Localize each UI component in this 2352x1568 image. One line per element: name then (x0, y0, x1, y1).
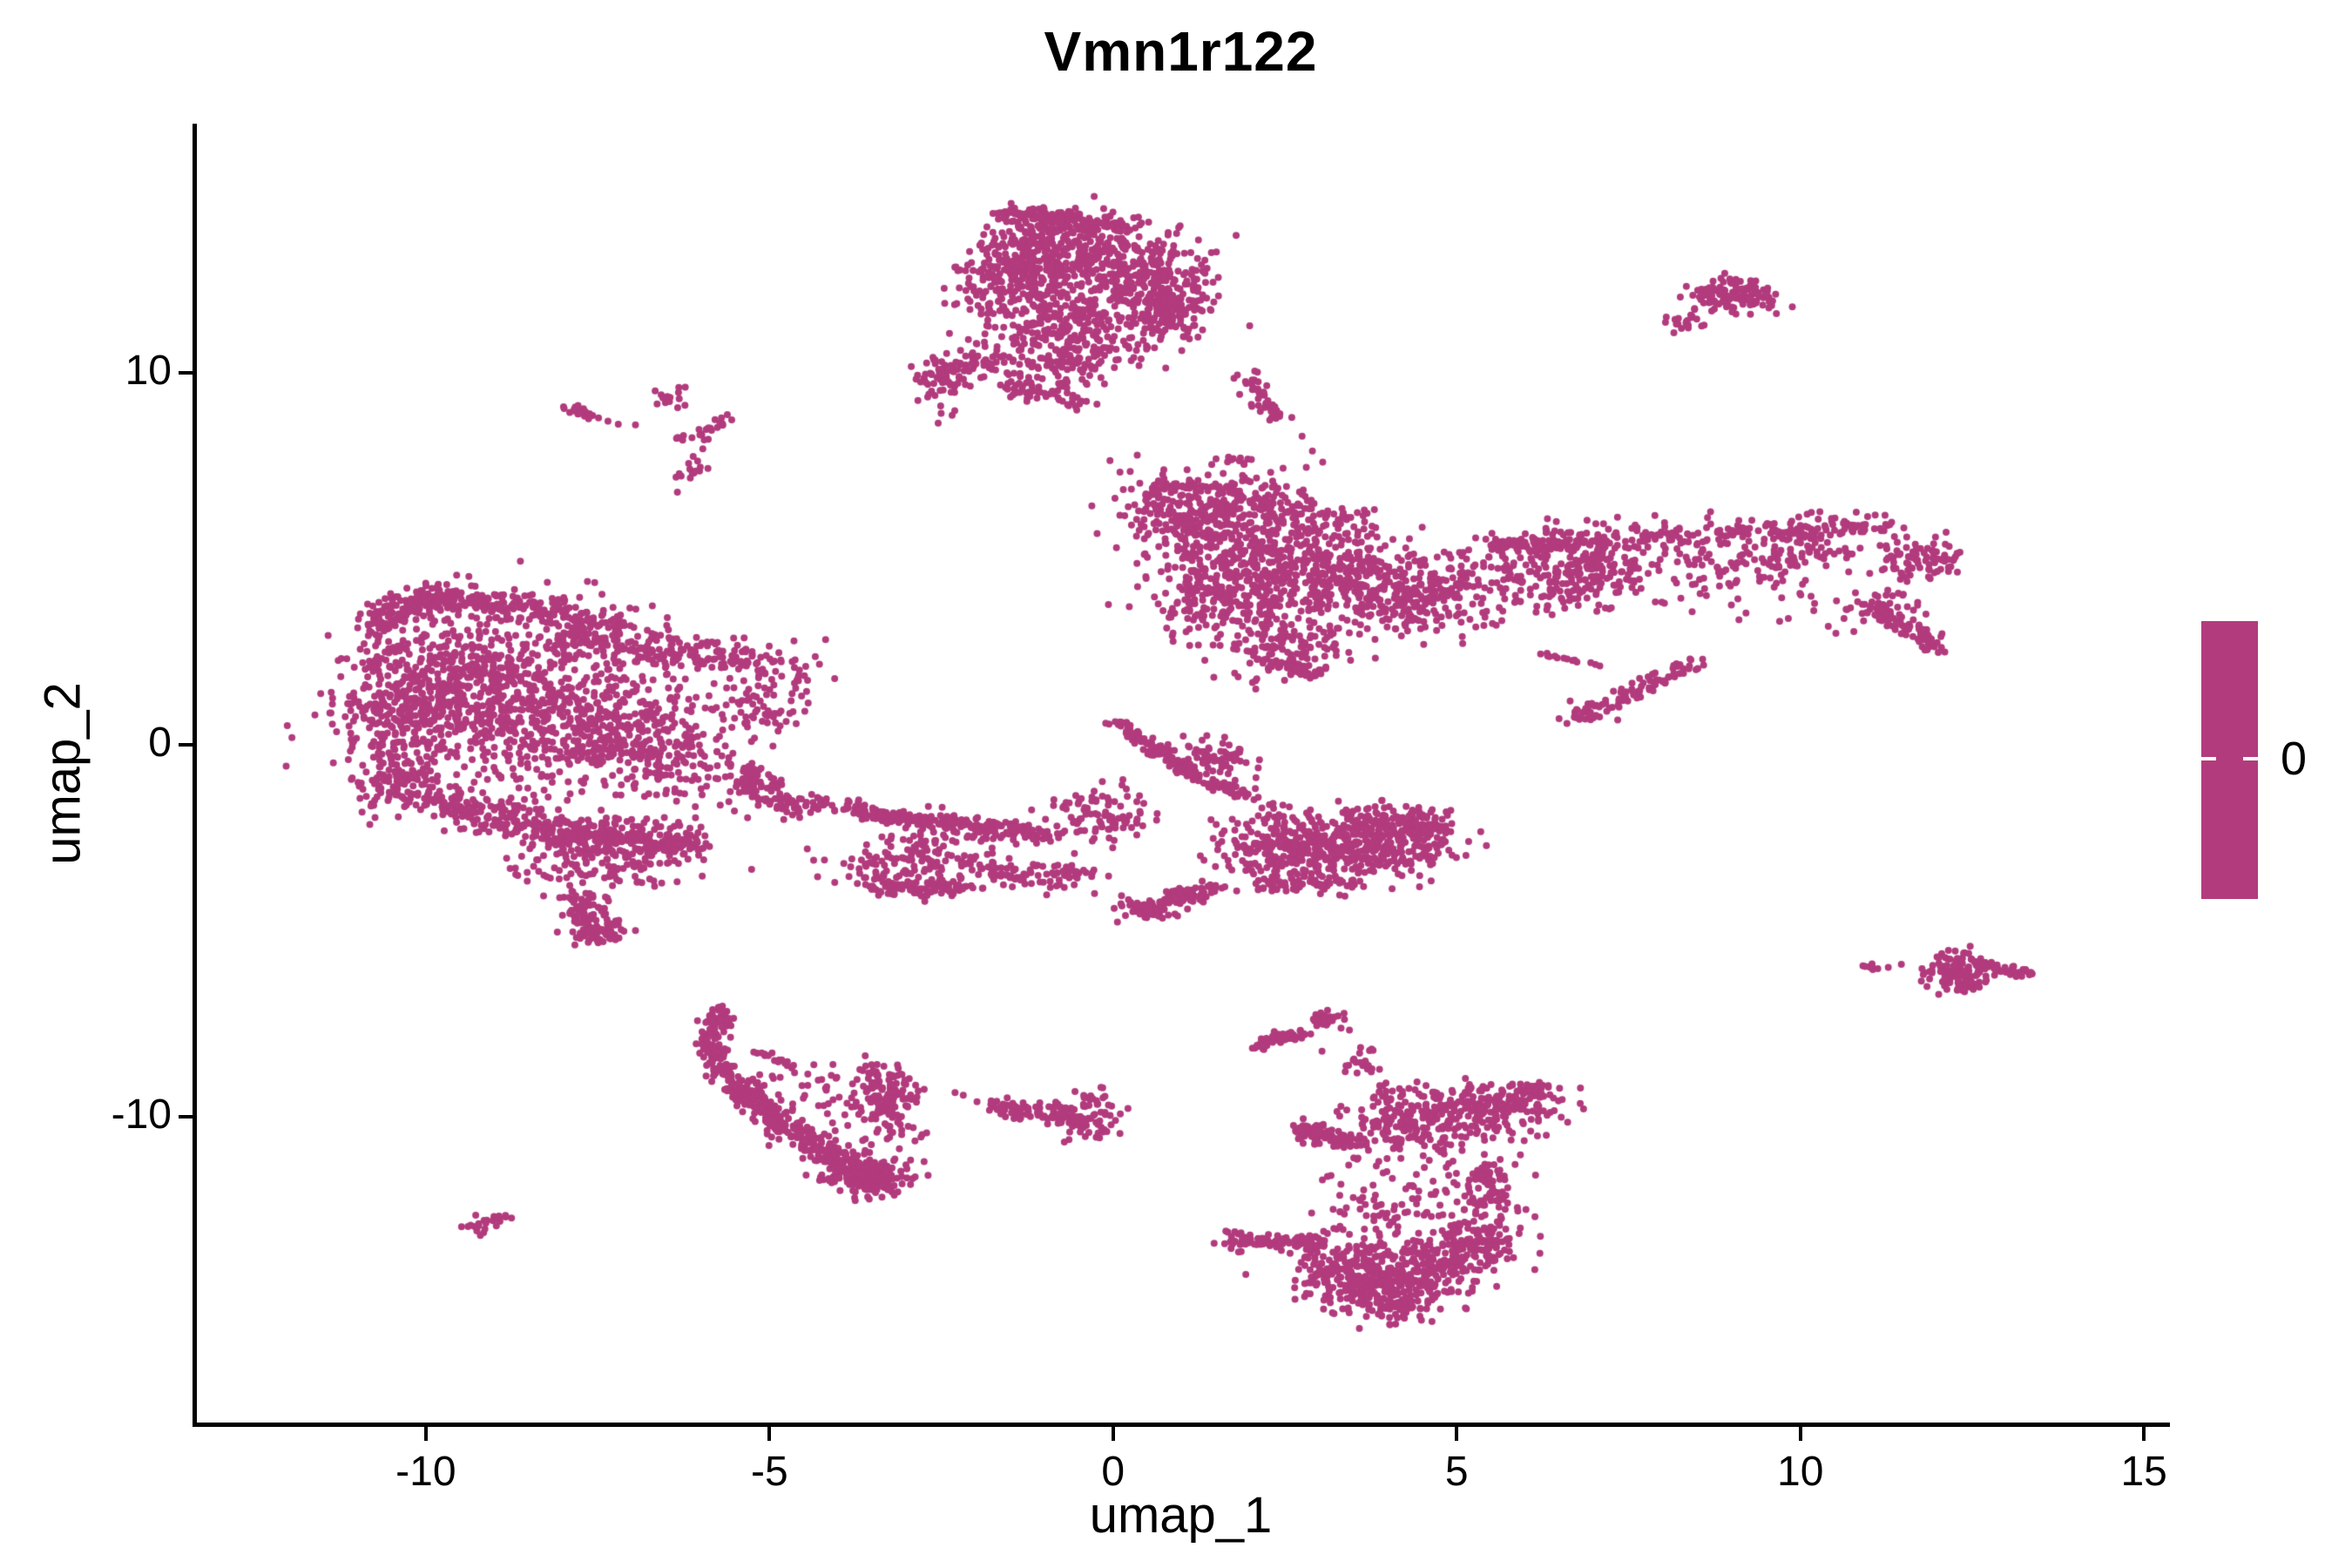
y-tick-label: 0 (148, 719, 172, 766)
x-tick-label: -5 (750, 1449, 788, 1495)
x-tick-mark (1111, 1427, 1115, 1441)
x-tick-label: 0 (1101, 1449, 1125, 1495)
x-tick-label: 10 (1777, 1449, 1824, 1495)
x-tick-mark (1455, 1427, 1459, 1441)
y-tick-mark (179, 742, 193, 747)
plot-title: Vmn1r122 (1044, 20, 1318, 83)
x-tick-mark (767, 1427, 772, 1441)
x-tick-label: 15 (2120, 1449, 2167, 1495)
y-tick-label: -10 (111, 1091, 172, 1138)
x-axis-title: umap_1 (1089, 1487, 1273, 1544)
x-tick-mark (423, 1427, 428, 1441)
legend-tick-mark (2243, 757, 2258, 760)
y-tick-mark (179, 371, 193, 375)
x-tick-mark (2142, 1427, 2146, 1441)
y-axis-title: umap_2 (34, 682, 91, 865)
x-axis-line (193, 1423, 2170, 1427)
y-tick-mark (179, 1114, 193, 1119)
x-tick-label: -10 (395, 1449, 456, 1495)
legend-tick-mark (2201, 757, 2216, 760)
x-tick-label: 5 (1444, 1449, 1469, 1495)
y-tick-label: 10 (125, 348, 172, 395)
x-tick-mark (1798, 1427, 1802, 1441)
legend-value-label: 0 (2281, 733, 2308, 785)
y-axis-line (193, 124, 197, 1427)
